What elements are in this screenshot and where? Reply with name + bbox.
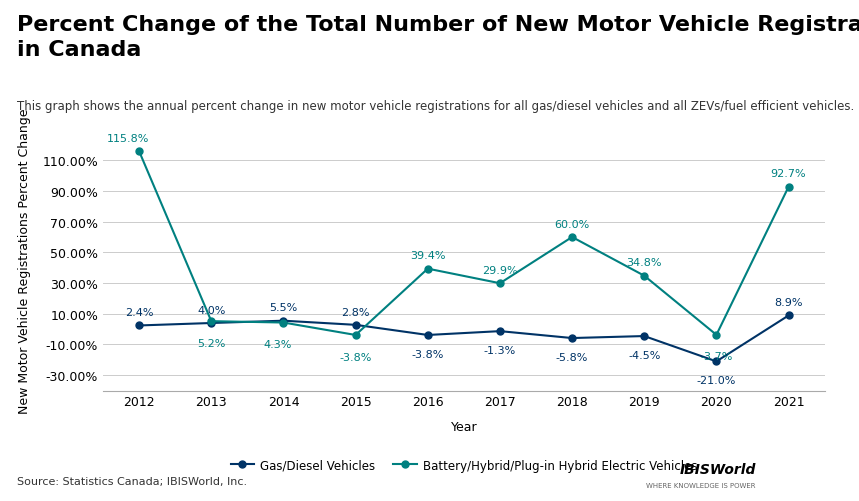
Text: -3.7%: -3.7% [700,352,733,362]
Text: -3.8%: -3.8% [411,349,444,359]
Text: 2.4%: 2.4% [125,308,154,318]
Text: 92.7%: 92.7% [771,169,807,179]
Text: 34.8%: 34.8% [626,258,662,268]
Text: 29.9%: 29.9% [482,266,518,276]
Text: 4.0%: 4.0% [197,305,226,315]
Text: -1.3%: -1.3% [484,345,516,355]
Text: -3.8%: -3.8% [339,352,372,362]
Text: 39.4%: 39.4% [410,251,446,261]
Text: WHERE KNOWLEDGE IS POWER: WHERE KNOWLEDGE IS POWER [647,482,756,488]
Text: This graph shows the annual percent change in new motor vehicle registrations fo: This graph shows the annual percent chan… [17,100,855,113]
X-axis label: Year: Year [451,420,477,433]
Text: 8.9%: 8.9% [774,298,803,308]
Text: Percent Change of the Total Number of New Motor Vehicle Registrations
in Canada: Percent Change of the Total Number of Ne… [17,15,859,60]
Text: -4.5%: -4.5% [628,350,661,360]
Text: 5.5%: 5.5% [270,303,297,313]
Text: -5.8%: -5.8% [556,352,588,362]
Text: 115.8%: 115.8% [107,134,149,144]
Text: -21.0%: -21.0% [697,376,736,385]
Text: IBISWorld: IBISWorld [679,462,756,476]
Y-axis label: New Motor Vehicle Registrations Percent Change: New Motor Vehicle Registrations Percent … [18,108,32,413]
Text: 2.8%: 2.8% [341,307,370,317]
Text: 4.3%: 4.3% [264,340,292,350]
Text: Source: Statistics Canada; IBISWorld, Inc.: Source: Statistics Canada; IBISWorld, In… [17,476,247,486]
Legend: Gas/Diesel Vehicles, Battery/Hybrid/Plug-in Hybrid Electric Vehicles: Gas/Diesel Vehicles, Battery/Hybrid/Plug… [226,454,702,476]
Text: 60.0%: 60.0% [554,219,590,229]
Text: 5.2%: 5.2% [197,338,226,348]
